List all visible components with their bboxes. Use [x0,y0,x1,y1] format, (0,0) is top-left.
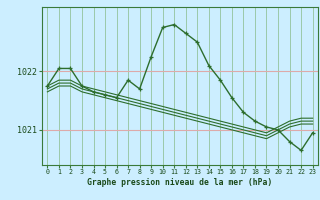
X-axis label: Graphe pression niveau de la mer (hPa): Graphe pression niveau de la mer (hPa) [87,178,273,187]
